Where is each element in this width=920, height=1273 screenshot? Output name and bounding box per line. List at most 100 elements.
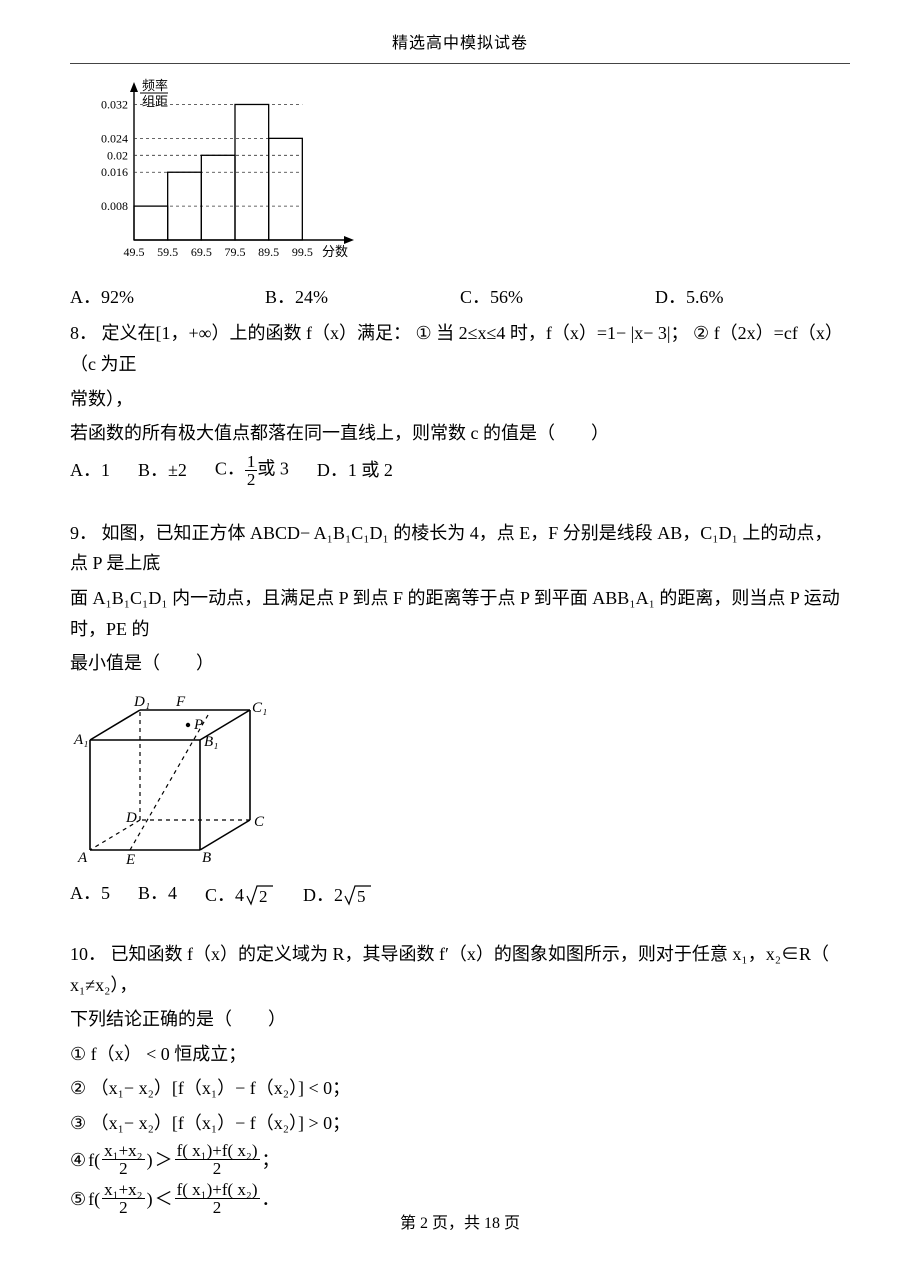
svg-text:B₁: B₁ <box>204 734 218 750</box>
svg-text:C: C <box>254 814 265 830</box>
q8-cond2-mark: ② <box>693 318 709 349</box>
q9-number: 9． <box>70 523 97 543</box>
svg-text:频率: 频率 <box>142 78 168 93</box>
svg-text:D₁: D₁ <box>133 694 150 710</box>
q8-cond1-text: 当 2≤x≤4 时，f（x）=1− |x− 3|； <box>436 323 688 343</box>
q9-option-a: A．5 <box>70 878 110 909</box>
q10-s2-text: （x₁− x₂）[f（x₁）− f（x₂）] < 0； <box>91 1078 351 1098</box>
q7-option-b: B．24% <box>265 282 460 313</box>
q10-s4-sign: ＞ <box>155 1145 173 1176</box>
q10-s4-rfrac: f( x₁)+f( x₂) 2 <box>175 1142 260 1177</box>
q8-cond1-mark: ① <box>415 318 431 349</box>
q10-s5-rn: f( x₁)+f( x₂) <box>175 1181 260 1199</box>
q10-s5-ln: x₁+x₂ <box>102 1181 144 1199</box>
q8-line2: 常数）， <box>70 384 850 415</box>
q8-option-c-post: 或 3 <box>257 458 289 478</box>
spacer-2 <box>70 913 850 935</box>
q9-option-d: D．2 5 <box>303 878 373 909</box>
q10-stmt1: ① f（x） < 0 恒成立； <box>70 1039 850 1070</box>
footer-suffix: 页 <box>500 1215 520 1232</box>
footer-mid: 页，共 <box>428 1215 484 1232</box>
q7-option-a: A．92% <box>70 282 265 313</box>
svg-text:0.016: 0.016 <box>101 165 128 179</box>
q8-optc-num: 1 <box>245 453 258 471</box>
svg-text:A: A <box>77 850 88 865</box>
svg-text:0.032: 0.032 <box>101 98 128 112</box>
q8-option-c: C．12或 3 <box>215 453 289 488</box>
spacer <box>70 492 850 514</box>
q10-stmt4: ④ f( x₁+x₂ 2 ) ＞ f( x₁)+f( x₂) 2 ； <box>70 1142 850 1177</box>
q10-s4-ld: 2 <box>102 1160 144 1177</box>
svg-text:89.5: 89.5 <box>258 245 279 259</box>
footer-prefix: 第 <box>400 1215 420 1232</box>
svg-text:0.02: 0.02 <box>107 148 128 162</box>
q10-s4-semi: ； <box>262 1145 280 1176</box>
q7-option-d: D．5.6% <box>655 282 850 313</box>
svg-text:5: 5 <box>357 887 366 906</box>
footer-page: 2 <box>420 1215 428 1232</box>
q10-s4-ln: x₁+x₂ <box>102 1142 144 1160</box>
q10-s3-mark: ③ <box>70 1108 86 1139</box>
q8-option-d: D．1 或 2 <box>317 455 393 486</box>
svg-text:2: 2 <box>259 887 268 906</box>
svg-text:D: D <box>125 810 137 826</box>
q9-line2: 面 A₁B₁C₁D₁ 内一动点，且满足点 P 到点 F 的距离等于点 P 到平面… <box>70 583 850 644</box>
svg-text:组距: 组距 <box>142 94 168 109</box>
q10-s2-mark: ② <box>70 1073 86 1104</box>
svg-text:0.008: 0.008 <box>101 199 128 213</box>
q10-s3-text: （x₁− x₂）[f（x₁）− f（x₂）] > 0； <box>91 1113 351 1133</box>
q8-option-b: B．±2 <box>138 455 187 486</box>
q7-option-c: C．56% <box>460 282 655 313</box>
q8-option-a: A．1 <box>70 455 110 486</box>
q9-line3: 最小值是（ ） <box>70 648 850 679</box>
q9-line1: 9． 如图，已知正方体 ABCD− A₁B₁C₁D₁ 的棱长为 4，点 E，F … <box>70 518 850 579</box>
svg-text:99.5: 99.5 <box>292 245 313 259</box>
q10-s4-rd: 2 <box>175 1160 260 1177</box>
svg-text:69.5: 69.5 <box>191 245 212 259</box>
svg-text:A₁: A₁ <box>73 732 88 748</box>
q10-s4-lfrac: x₁+x₂ 2 <box>102 1142 144 1177</box>
q10-stmt3: ③ （x₁− x₂）[f（x₁）− f（x₂）] > 0； <box>70 1108 850 1139</box>
svg-text:C．4: C．4 <box>205 885 244 905</box>
svg-text:D．2: D．2 <box>303 885 343 905</box>
q8-text-1a: 定义在[1，+∞）上的函数 f（x）满足： <box>102 323 411 343</box>
q10-s4-rparen: ) <box>147 1145 153 1176</box>
q9-optd-svg: D．2 5 <box>303 882 373 908</box>
q10-s1-mark: ① <box>70 1039 86 1070</box>
q9-option-c: C．4 2 <box>205 878 275 909</box>
svg-text:分数: 分数 <box>322 244 348 259</box>
page-footer: 第 2 页，共 18 页 <box>0 1210 920 1237</box>
cube-svg: ABCDA₁B₁C₁D₁EFP <box>70 685 270 865</box>
svg-text:E: E <box>125 852 135 865</box>
q10-s1-text: f（x） < 0 恒成立； <box>91 1044 247 1064</box>
svg-text:0.024: 0.024 <box>101 132 128 146</box>
page: 精选高中模拟试卷 频率组距0.0320.0240.020.0160.00849.… <box>0 0 920 1273</box>
svg-text:59.5: 59.5 <box>157 245 178 259</box>
q8-line1: 8． 定义在[1，+∞）上的函数 f（x）满足： ① 当 2≤x≤4 时，f（x… <box>70 318 850 379</box>
q10-stmt2: ② （x₁− x₂）[f（x₁）− f（x₂）] < 0； <box>70 1073 850 1104</box>
q8-option-c-frac: 12 <box>245 453 258 488</box>
svg-text:P: P <box>193 717 203 733</box>
svg-text:F: F <box>175 694 186 710</box>
q8-line3: 若函数的所有极大值点都落在同一直线上，则常数 c 的值是（ ） <box>70 418 850 449</box>
q10-s4-rn: f( x₁)+f( x₂) <box>175 1142 260 1160</box>
q10-text-1: 已知函数 f（x）的定义域为 R，其导函数 f′（x）的图象如图所示，则对于任意… <box>70 944 829 995</box>
cube-figure: ABCDA₁B₁C₁D₁EFP <box>70 685 850 875</box>
q10-s4-f: f( <box>88 1145 100 1176</box>
q10-s4-mark: ④ <box>70 1145 86 1176</box>
q8-number: 8． <box>70 323 97 343</box>
q8-options: A．1 B．±2 C．12或 3 D．1 或 2 <box>70 453 850 488</box>
q9-optc-svg: C．4 2 <box>205 882 275 908</box>
histogram-svg: 频率组距 0.032 0.024 0.02 0.016 0.008 49.5 59.5 69.5… <box>76 78 356 268</box>
q9-option-b: B．4 <box>138 878 177 909</box>
q10-number: 10． <box>70 944 106 964</box>
q9-text-1: 如图，已知正方体 ABCD− A₁B₁C₁D₁ 的棱长为 4，点 E，F 分别是… <box>70 523 832 574</box>
q10-line1: 10． 已知函数 f（x）的定义域为 R，其导函数 f′（x）的图象如图所示，则… <box>70 939 850 1000</box>
svg-text:49.5: 49.5 <box>124 245 145 259</box>
q9-options: A．5 B．4 C．4 2 D．2 5 <box>70 878 850 909</box>
q10-line2: 下列结论正确的是（ ） <box>70 1004 850 1035</box>
q8-optc-den: 2 <box>245 471 258 488</box>
q8-option-c-pre: C． <box>215 458 245 478</box>
footer-total: 18 <box>484 1215 500 1232</box>
svg-text:C₁: C₁ <box>252 700 267 716</box>
